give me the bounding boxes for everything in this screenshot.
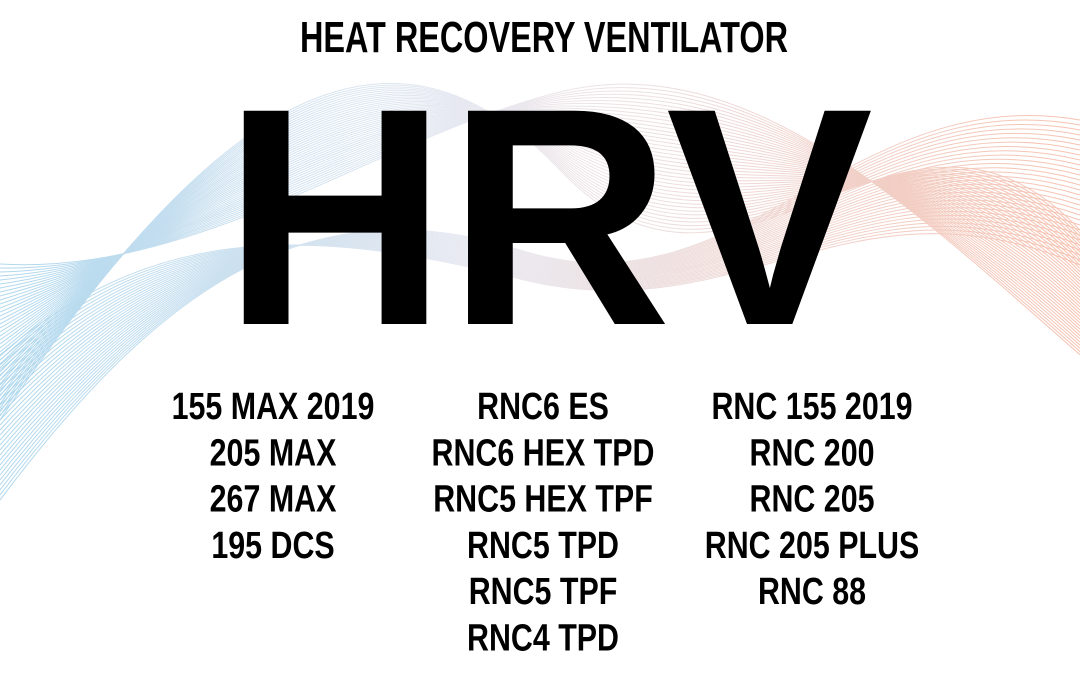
wave-line — [0, 167, 1080, 441]
model-name: RNC5 HEX TPF — [433, 478, 653, 520]
wave-line — [0, 100, 1080, 340]
wave-line — [0, 111, 1080, 317]
wave-line — [0, 218, 1080, 376]
wave-line — [0, 141, 1080, 471]
wave-line — [0, 207, 1080, 391]
wave-line — [0, 93, 1080, 346]
wave-line — [0, 111, 1080, 320]
wave-line — [0, 87, 1080, 352]
wave-line — [0, 102, 1080, 336]
wave-line — [0, 119, 1080, 496]
wave-line — [0, 187, 1080, 416]
model-name: RNC 200 — [749, 432, 874, 474]
model-name: RNC6 HEX TPD — [432, 432, 655, 474]
model-name: RNC 88 — [758, 571, 866, 613]
wave-line — [0, 86, 1080, 413]
wave-line — [0, 175, 1080, 431]
wave-line — [0, 191, 1080, 411]
wave-line — [0, 183, 1080, 421]
wave-line — [0, 105, 1080, 365]
wave-line — [0, 112, 1080, 325]
wave-line — [0, 154, 1080, 456]
wave-line — [0, 225, 1080, 366]
wave-line — [0, 110, 1080, 345]
model-name: 155 MAX 2019 — [172, 386, 375, 428]
wave-line — [0, 108, 1080, 353]
wave-line — [0, 96, 1080, 389]
wave-line — [0, 91, 1080, 401]
model-name: RNC 205 — [749, 478, 874, 520]
wave-line — [0, 203, 1080, 396]
wave-line — [0, 229, 1080, 361]
wave-line — [0, 233, 1080, 356]
wave-line — [0, 171, 1080, 436]
wave-line — [0, 93, 1080, 397]
model-name: RNC4 TPD — [467, 617, 619, 659]
wave-line — [0, 83, 1080, 421]
wave-line — [0, 98, 1080, 385]
wave-line — [0, 214, 1080, 381]
wave-line — [0, 88, 1080, 409]
wave-line — [0, 107, 1080, 357]
model-name: 205 MAX — [210, 432, 337, 474]
model-name: 195 DCS — [211, 525, 334, 567]
background-waves — [0, 83, 1080, 501]
wave-line — [0, 109, 1080, 327]
heading: HRV — [223, 43, 875, 390]
wave-line — [0, 112, 1080, 333]
model-name: RNC 205 PLUS — [705, 525, 920, 567]
model-name: 267 MAX — [210, 478, 337, 520]
model-name: RNC5 TPF — [469, 571, 618, 613]
wave-line — [0, 137, 1080, 476]
wave-line — [0, 112, 1080, 317]
wave-line — [0, 179, 1080, 426]
wave-line — [0, 133, 1080, 481]
wave-line — [0, 90, 1080, 349]
wave-line — [0, 128, 1080, 486]
wave-line — [0, 158, 1080, 451]
wave-line — [0, 110, 1080, 341]
wave-line — [0, 112, 1080, 329]
wave-line — [0, 199, 1080, 401]
model-name: RNC 155 2019 — [711, 386, 912, 428]
wave-line — [0, 124, 1080, 491]
wave-line — [0, 211, 1080, 386]
model-name: RNC5 TPD — [467, 525, 619, 567]
wave-line — [0, 102, 1080, 373]
model-name: RNC6 ES — [477, 386, 609, 428]
title: HEAT RECOVERY VENTILATOR — [300, 13, 788, 62]
wave-line — [0, 150, 1080, 461]
wave-line — [0, 107, 1080, 330]
wave-line — [0, 114, 1080, 501]
wave-line — [0, 222, 1080, 371]
wave-line — [0, 145, 1080, 466]
wave-line — [0, 84, 1080, 417]
wave-line — [0, 163, 1080, 446]
wave-line — [0, 195, 1080, 406]
